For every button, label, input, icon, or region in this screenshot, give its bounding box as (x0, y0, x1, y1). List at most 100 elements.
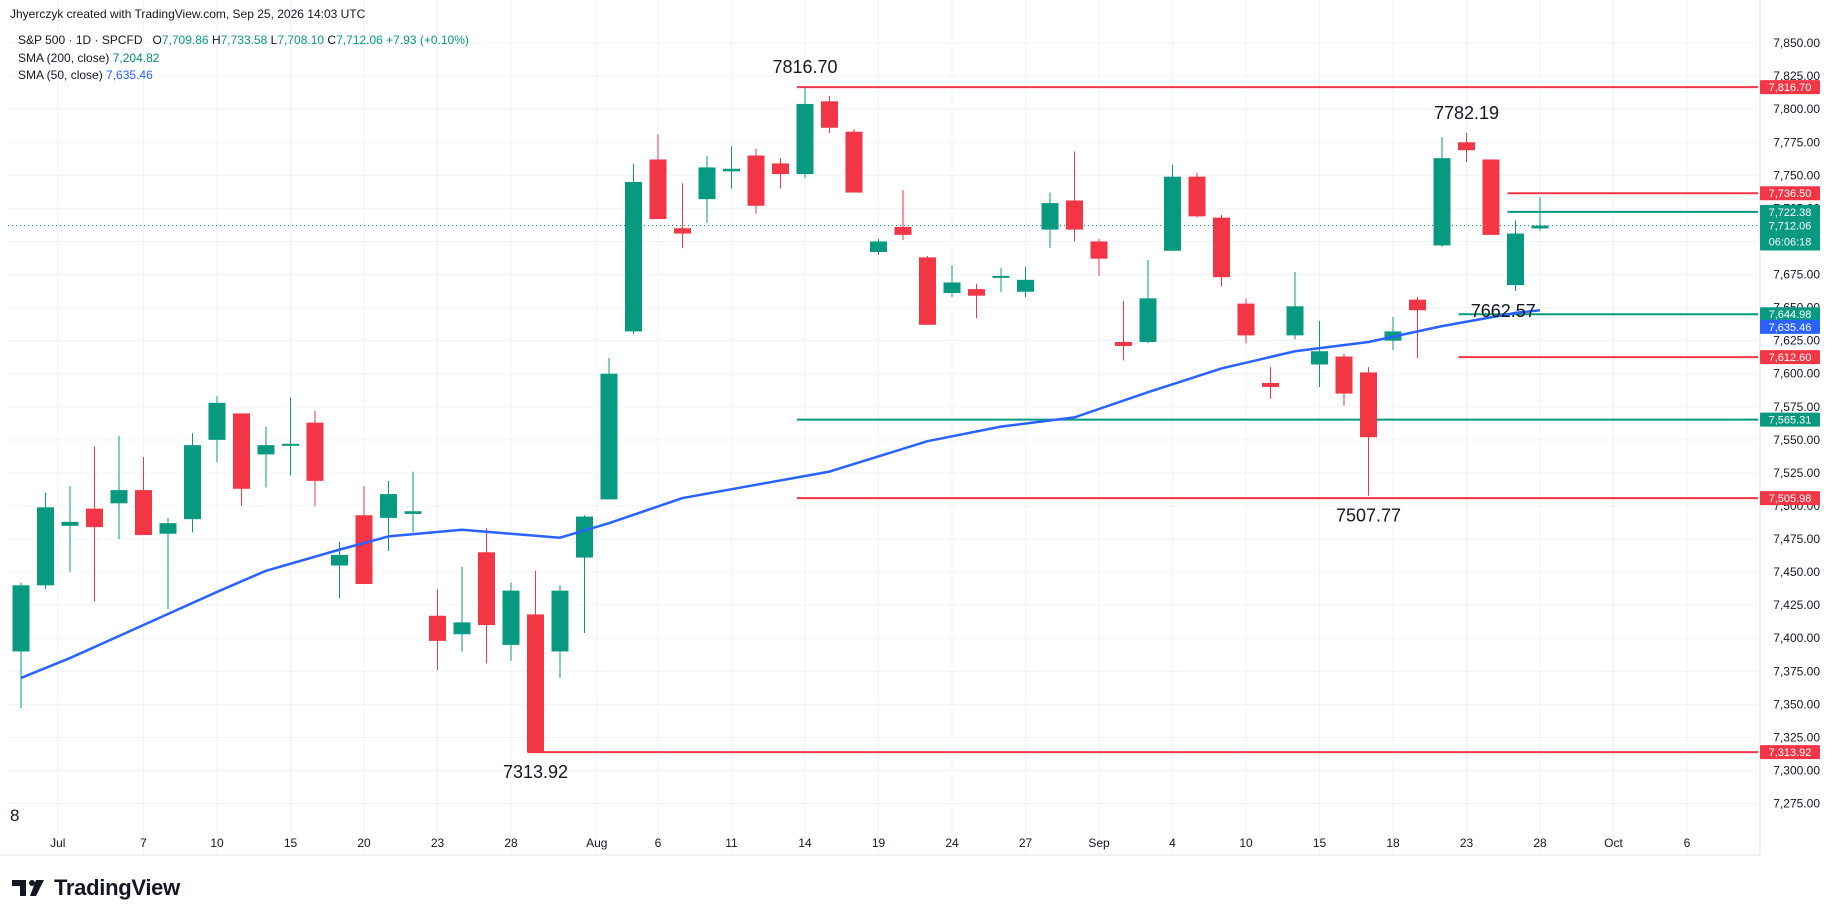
candle (1531, 197, 1549, 231)
price-annotation: 7313.92 (503, 762, 568, 782)
level-price-tag-bg (1760, 80, 1820, 95)
y-tick-label: 7,600.00 (1773, 367, 1820, 381)
price-annotation: 7507.77 (1336, 506, 1401, 526)
candle-body (135, 490, 152, 536)
x-tick-label: 6 (655, 836, 662, 850)
candle (502, 582, 520, 661)
price-annotation: 7662.57 (1471, 301, 1536, 321)
candle-body (1531, 225, 1549, 229)
sma200-legend[interactable]: SMA (200, close) 7,204.82 (18, 51, 159, 65)
price-annotations: 7816.70 7782.19 7662.57 7507.77 7313.92 (503, 57, 1536, 782)
candle (600, 357, 618, 500)
tradingview-brand: TradingView (54, 875, 180, 900)
candle (625, 163, 642, 335)
candle-body (674, 228, 691, 234)
candle-body (1458, 142, 1475, 151)
sma50-price-tag-text: 7,635.46 (1769, 322, 1812, 334)
y-tick-label: 7,300.00 (1773, 763, 1820, 777)
candle (1507, 220, 1524, 291)
x-tick-label: Jul (50, 836, 65, 850)
candle-body (1115, 341, 1132, 346)
level-price-tag-text: 7,644.98 (1769, 309, 1812, 321)
candle (845, 129, 863, 193)
x-tick-label: 14 (798, 836, 812, 850)
candle-body (12, 585, 30, 652)
y-tick-label: 7,350.00 (1773, 697, 1820, 711)
price-annotation: 7816.70 (772, 57, 837, 77)
y-tick-label: 7,575.00 (1773, 400, 1820, 414)
candle-body (1409, 299, 1426, 311)
x-tick-label: 20 (357, 836, 371, 850)
candle (723, 146, 740, 189)
last-price-tag-bg (1760, 218, 1820, 251)
candle (1311, 320, 1328, 387)
time-axis[interactable]: Jul 7 10 15 20 23 28 Aug 6 11 14 19 24 27 Sep 4 10 15 18 23… (50, 836, 1691, 850)
corner-label: 8 (10, 806, 20, 825)
y-tick-label: 7,850.00 (1773, 36, 1820, 50)
candle (1237, 298, 1255, 344)
x-tick-label: Sep (1088, 836, 1110, 850)
candle (1286, 271, 1304, 340)
x-tick-label: Aug (586, 836, 607, 850)
candle (968, 283, 985, 319)
candle-body (1066, 200, 1083, 230)
candle-body (1335, 356, 1353, 394)
y-tick-label: 7,750.00 (1773, 168, 1820, 182)
level-price-tag-text: 7,722.38 (1769, 207, 1812, 219)
candle (1409, 297, 1426, 358)
candle-body (380, 494, 397, 518)
level-price-tag-text: 7,565.31 (1769, 415, 1812, 427)
candle (257, 426, 275, 488)
candle-body (870, 241, 887, 253)
candle (355, 486, 373, 585)
candle (1090, 238, 1108, 276)
candle-body (747, 155, 765, 206)
symbol-label[interactable]: S&P 500 · 1D · SPCFD (18, 33, 143, 47)
candle-body (1507, 233, 1524, 286)
candle-body (723, 168, 740, 172)
candle-body (257, 445, 275, 455)
x-tick-label: 18 (1386, 836, 1400, 850)
candle (747, 148, 765, 214)
x-tick-label: 15 (284, 836, 298, 850)
candle (1115, 300, 1132, 361)
x-tick-label: 28 (504, 836, 518, 850)
y-tick-label: 7,625.00 (1773, 334, 1820, 348)
level-price-tag-bg (1760, 745, 1820, 760)
candle (184, 433, 201, 533)
candle (233, 413, 250, 506)
x-tick-label: Oct (1604, 836, 1623, 850)
y-tick-label: 7,275.00 (1773, 797, 1820, 811)
candle-body (404, 511, 422, 514)
candle-body (1286, 306, 1304, 336)
level-price-tag-text: 7,816.70 (1769, 82, 1812, 94)
high-label: H (211, 33, 221, 47)
candle (870, 238, 887, 255)
candle (1041, 192, 1059, 249)
candle-body (625, 181, 642, 332)
x-tick-label: 23 (1460, 836, 1474, 850)
candle-body (159, 523, 177, 534)
candle-body (1213, 217, 1230, 278)
low-value: 7,708.10 (277, 33, 325, 47)
candle-body (306, 422, 324, 481)
tradingview-footer[interactable]: TradingView (12, 875, 180, 901)
y-tick-label: 7,400.00 (1773, 631, 1820, 645)
candle (576, 515, 593, 633)
x-tick-label: 11 (725, 836, 738, 850)
candle (943, 265, 961, 298)
sma50-legend[interactable]: SMA (50, close) 7,635.46 (18, 68, 153, 82)
price-axis[interactable]: 7,275.00 7,300.00 7,325.00 7,350.00 7,375.00… (1760, 36, 1820, 811)
candle (37, 492, 54, 590)
sma200-label: SMA (200, close) (18, 51, 110, 65)
candle (894, 189, 912, 241)
y-tick-label: 7,825.00 (1773, 69, 1820, 83)
candle (1213, 215, 1230, 287)
sma50-polyline (20, 309, 1541, 680)
candle (919, 256, 936, 325)
level-price-tag-text: 7,313.92 (1769, 747, 1812, 759)
candle-body (61, 521, 79, 526)
level-price-tag-text: 7,612.60 (1769, 352, 1812, 364)
x-tick-label: 4 (1169, 836, 1176, 850)
